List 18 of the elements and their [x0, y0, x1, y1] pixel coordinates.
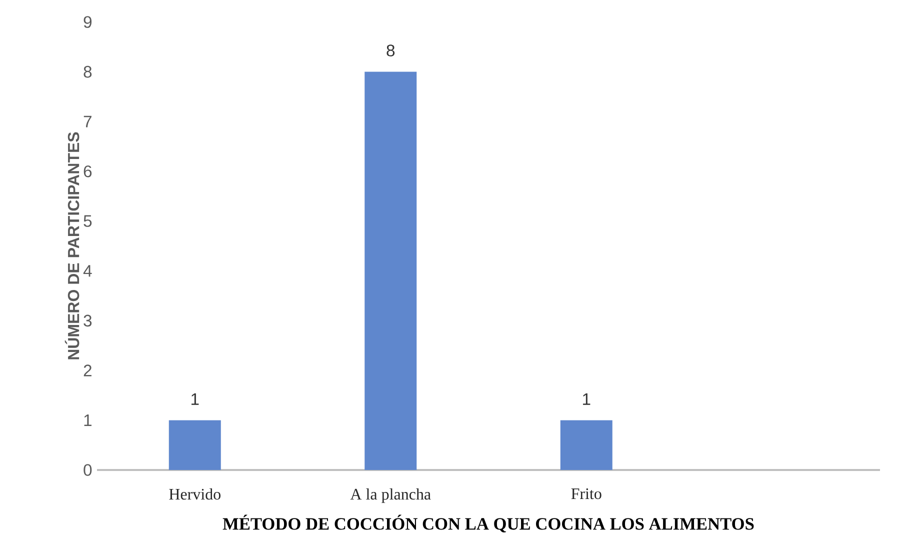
y-tick-label: 0	[84, 464, 92, 476]
x-tick-label: A la plancha	[350, 488, 431, 503]
x-tick-label: Frito	[571, 488, 602, 500]
y-tick-label: 4	[83, 265, 92, 277]
y-tick-label: 9	[84, 16, 92, 28]
x-tick-label: Hervido	[169, 488, 220, 500]
y-tick-label: 1	[84, 414, 92, 426]
data-label: 1	[192, 393, 199, 405]
data-label: 8	[386, 44, 395, 56]
y-axis-title: NÚMERO DE PARTICIPANTES	[64, 132, 80, 360]
y-tick-label: 2	[84, 364, 92, 376]
data-label: 1	[583, 393, 590, 405]
x-axis-title: MÉTODO DE COCCIÓN CON LA QUE COCINA LOS ALIMENTOS	[222, 514, 754, 532]
y-tick-label: 7	[84, 116, 92, 128]
y-tick-label: 3	[84, 314, 92, 327]
y-tick-label: 5	[84, 215, 92, 227]
y-tick-label: 8	[84, 66, 92, 78]
y-tick-label: 6	[84, 165, 92, 178]
